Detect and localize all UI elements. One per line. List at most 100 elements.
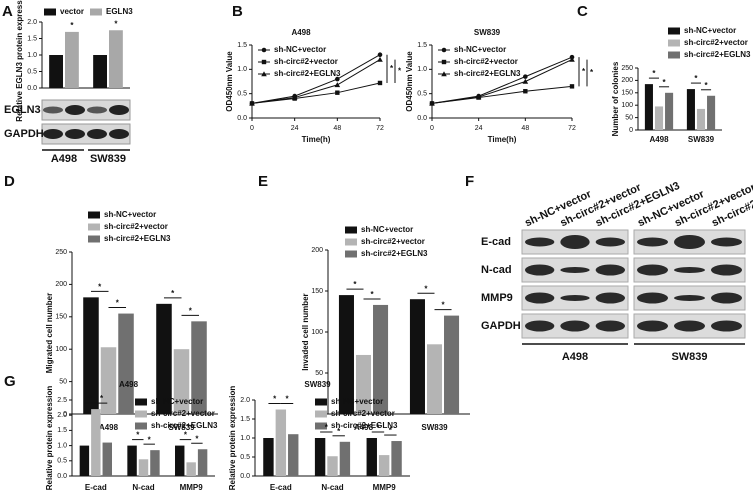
y-tick-label: 200 [621,77,633,84]
bar [444,315,460,414]
y-tick-label: 1.5 [417,42,427,49]
blot-row-label: GAPDH [4,128,44,140]
point [377,56,383,62]
sig-mark: * [89,394,93,403]
legend-marker [261,59,267,65]
y-axis-label: Migrated cell number [45,293,54,373]
bar [109,30,123,88]
blot-band [595,292,625,304]
x-tick-label: N-cad [132,483,154,492]
bar [100,347,117,414]
point [523,89,528,94]
blot-band [525,292,555,304]
panel-letter: F [465,173,474,190]
series-line [431,59,573,104]
sig-mark: * [370,290,374,299]
y-tick-label: 1.5 [240,416,250,423]
blot-band [711,292,742,304]
bar [644,84,653,130]
blot-band [637,237,668,247]
legend-swatch [88,235,100,243]
blot-row-label: EGLN3 [4,104,41,116]
bar [127,445,137,476]
bar [373,304,389,414]
y-tick-label: 2.5 [57,397,67,404]
series-line [251,54,381,104]
y-tick-label: 200 [55,281,67,288]
blot-band [87,106,107,114]
y-tick-label: 2.0 [27,19,37,26]
blot-band [525,320,555,332]
legend-swatch [345,238,357,246]
legend-swatch [315,398,327,406]
bar [338,295,354,414]
bar [156,303,172,414]
legend-label: sh-circ#2+EGLN3 [274,69,341,78]
y-tick-label: 0.0 [57,473,67,480]
x-tick-label: 0 [430,125,434,132]
legend-label: sh-NC+vector [454,45,506,54]
y-tick-label: 50 [625,114,633,121]
y-tick-label: 150 [55,314,67,321]
y-tick-label: 1.5 [237,42,247,49]
bar [175,445,185,476]
y-tick-label: 0.0 [237,115,247,122]
sig-mark: * [424,284,428,293]
sig-mark: * [441,301,445,310]
y-tick-label: 50 [59,378,67,385]
group-label: A498 [562,351,588,363]
y-tick-label: 0.5 [237,91,247,98]
bar [686,89,695,130]
y-tick-label: 1.0 [417,66,427,73]
sig-mark: * [325,423,329,432]
blot-band [595,320,625,332]
bar [263,438,274,476]
legend-marker [441,71,447,77]
bar [93,55,107,88]
blot-row [41,99,131,121]
y-axis-label: Relative protein expression [45,386,54,491]
legend-label: sh-circ#2+EGLN3 [361,249,428,258]
sig-mark: * [195,434,199,443]
blot-band [43,106,63,114]
y-tick-label: 1.0 [240,435,250,442]
sig-mark: * [582,67,586,76]
y-tick-label: 1.0 [57,442,67,449]
sig-mark: * [353,280,357,289]
sig-mark: * [704,81,708,90]
y-tick-label: 0.5 [417,91,427,98]
y-tick-label: 1.0 [237,66,247,73]
point [475,94,482,100]
legend-swatch [135,422,147,430]
point [377,52,383,58]
y-tick-label: 150 [311,288,323,295]
sig-mark: * [136,431,140,440]
blot-band [711,237,742,247]
sig-mark: * [662,78,666,87]
legend-label: sh-circ#2+vector [151,409,215,418]
x-tick-label: A498 [99,423,119,432]
blot-band [560,295,590,301]
sig-mark: * [98,282,102,291]
bar [197,449,208,476]
x-tick-label: 24 [291,125,299,132]
y-tick-label: 0.0 [240,473,250,480]
chart-title: SW839 [474,28,501,37]
blot-band [637,320,668,332]
x-axis-label: Time(h) [488,135,517,144]
sig-mark: * [652,69,656,78]
panel-letter: C [577,3,588,20]
legend-swatch [90,8,102,16]
sig-mark: * [337,427,341,436]
sig-mark: * [390,64,394,73]
legend-swatch [44,8,56,16]
y-axis-label: Relative protein expression [228,386,237,491]
legend-label: sh-NC+vector [151,397,203,406]
y-tick-label: 100 [621,102,633,109]
x-tick-label: 72 [568,125,576,132]
legend-label: sh-circ#2+vector [361,237,425,246]
bar [91,409,101,476]
point [569,84,575,89]
bar [102,442,112,476]
sig-mark: * [184,431,188,440]
